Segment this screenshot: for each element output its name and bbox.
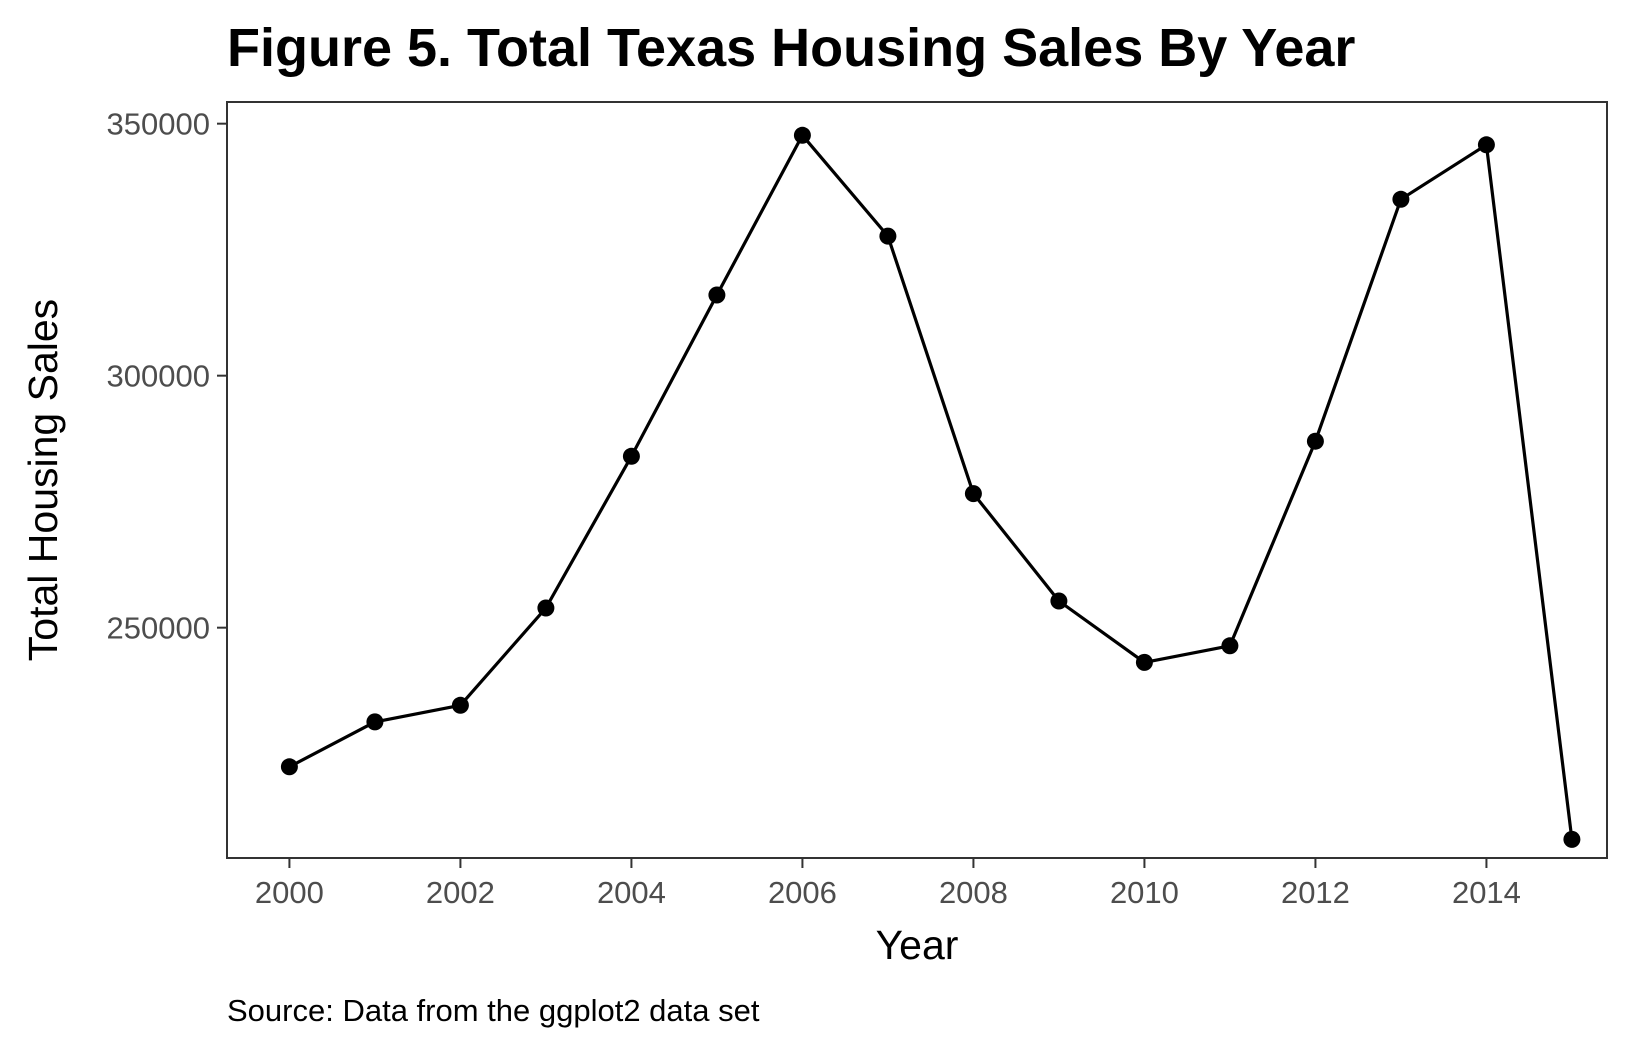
x-tick-label: 2002 [426,875,495,910]
series-line [288,133,1574,840]
series-points [280,126,1581,848]
x-tick-label: 2000 [255,875,324,910]
data-point [1563,830,1581,848]
data-point [793,126,811,144]
chart-title: Figure 5. Total Texas Housing Sales By Y… [227,18,1355,78]
y-tick-label: 300000 [107,359,210,394]
x-tick-label: 2010 [1110,875,1179,910]
y-tick-label: 350000 [107,107,210,142]
x-tick-label: 2006 [768,875,837,910]
data-point [1221,637,1239,655]
data-point [708,286,726,304]
data-point [622,447,640,465]
x-tick-label: 2004 [597,875,666,910]
y-axis: 250000 300000 350000 [107,107,227,646]
y-tick-label: 250000 [107,611,210,646]
data-point [1135,653,1153,671]
data-point [280,758,298,776]
data-point [964,485,982,503]
plot-panel [226,101,1608,859]
data-point [879,227,897,245]
data-point [537,599,555,617]
x-tick-label: 2014 [1452,875,1521,910]
x-axis: 2000 2002 2004 2006 2008 2010 2012 2014 [255,858,1521,910]
x-tick-label: 2012 [1281,875,1350,910]
x-axis-title: Year [876,922,959,968]
x-tick-label: 2008 [939,875,1008,910]
chart-caption: Source: Data from the ggplot2 data set [227,993,760,1028]
data-point [1392,190,1410,208]
data-point [1306,432,1324,450]
data-point [451,696,469,714]
data-point [1050,592,1068,610]
data-point [366,713,384,731]
y-axis-title: Total Housing Sales [20,299,66,661]
data-point [1477,136,1495,154]
